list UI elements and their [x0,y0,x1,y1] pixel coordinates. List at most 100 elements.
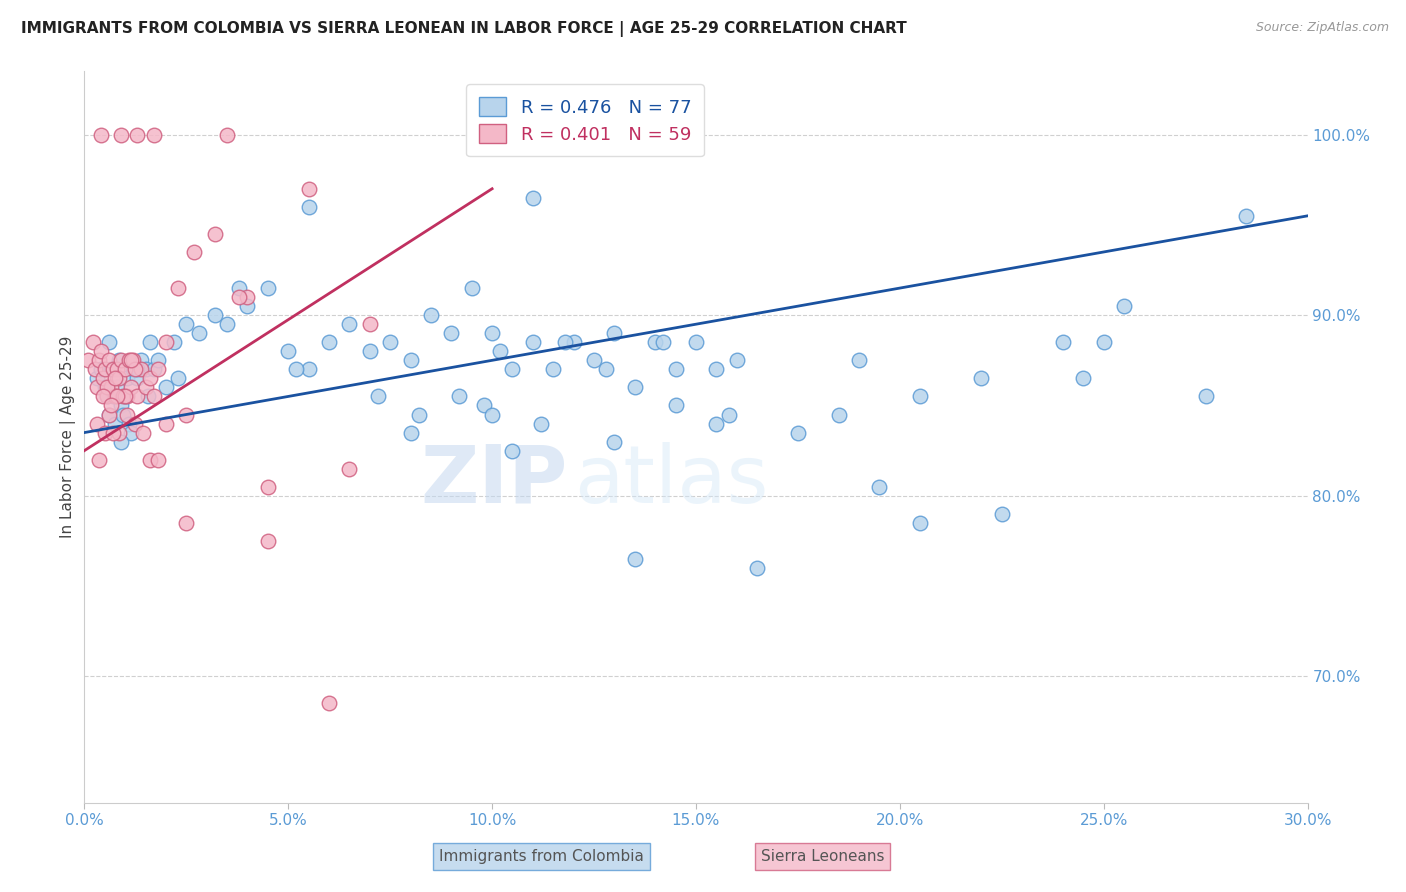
Point [142,389,165,403]
Point [665,399,688,413]
Point [481,408,503,422]
Point [380,335,402,350]
Point [108,353,131,368]
Point [77,353,100,368]
Point [127,371,149,385]
Point [367,389,389,403]
Point [236,290,259,304]
Point [236,299,259,313]
Point [257,281,280,295]
Point [318,697,340,711]
Point [115,408,138,422]
Point [155,380,177,394]
Point [420,308,443,322]
Point [90,344,112,359]
Point [502,443,524,458]
Point [1052,335,1074,350]
Point [530,417,553,431]
Point [595,362,617,376]
Point [359,344,381,359]
Point [100,362,122,376]
Point [624,552,647,566]
Point [562,335,585,350]
Point [554,335,576,350]
Point [174,516,197,530]
Point [120,353,142,368]
Point [138,452,160,467]
Point [82,335,104,350]
Text: Source: ZipAtlas.com: Source: ZipAtlas.com [1256,21,1389,34]
Point [86,380,108,394]
Point [706,417,728,431]
Point [110,434,132,449]
Point [440,326,463,341]
Point [97,353,120,368]
Point [135,380,157,394]
Point [142,362,165,376]
Point [277,344,299,359]
Point [101,389,124,403]
Point [848,353,870,368]
Point [122,362,145,376]
Point [112,408,135,422]
Point [96,389,118,403]
Point [522,335,544,350]
Point [787,425,810,440]
Point [1073,371,1095,385]
Point [502,362,524,376]
Point [187,326,209,341]
Point [298,362,321,376]
Point [108,371,131,385]
Point [124,417,146,431]
Point [91,371,114,385]
Text: IMMIGRANTS FROM COLOMBIA VS SIERRA LEONEAN IN LABOR FORCE | AGE 25-29 CORRELATIO: IMMIGRANTS FROM COLOMBIA VS SIERRA LEONE… [21,21,907,37]
Point [869,480,891,494]
Point [131,353,153,368]
Point [991,507,1014,521]
Legend: R = 0.476   N = 77, R = 0.401   N = 59: R = 0.476 N = 77, R = 0.401 N = 59 [467,84,704,156]
Text: ZIP: ZIP [420,442,568,520]
Point [114,389,136,403]
Point [1114,299,1136,313]
Point [828,408,851,422]
Point [472,399,495,413]
Point [163,335,186,350]
Point [97,408,120,422]
Point [86,371,108,385]
Point [167,281,190,295]
Point [114,362,136,376]
Point [96,380,118,394]
Point [115,371,138,385]
Point [131,362,153,376]
Point [183,244,205,259]
Point [298,200,321,214]
Point [97,408,120,422]
Point [706,362,728,376]
Point [115,389,138,403]
Point [717,408,740,422]
Point [228,281,250,295]
Point [481,326,503,341]
Point [449,389,471,403]
Point [120,425,142,440]
Point [408,408,430,422]
Point [910,516,932,530]
Point [204,227,226,241]
Point [127,362,149,376]
Point [135,362,157,376]
Point [543,362,565,376]
Point [96,389,118,403]
Point [136,389,159,403]
Point [228,290,250,304]
Point [87,452,110,467]
Point [91,389,114,403]
Point [110,128,132,142]
Text: Sierra Leoneans: Sierra Leoneans [761,849,884,863]
Point [83,362,105,376]
Text: Immigrants from Colombia: Immigrants from Colombia [439,849,644,863]
Point [285,362,308,376]
Point [318,335,340,350]
Point [105,380,128,394]
Point [603,434,626,449]
Point [101,362,124,376]
